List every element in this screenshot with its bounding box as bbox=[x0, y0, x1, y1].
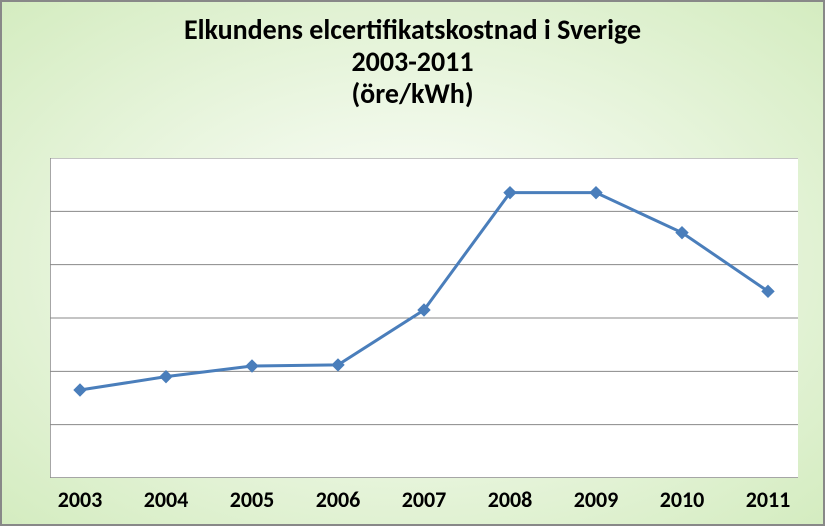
x-tick-label: 2010 bbox=[660, 486, 705, 513]
x-tick-label: 2005 bbox=[230, 486, 275, 513]
chart-title: Elkundens elcertifikatskostnad i Sverige… bbox=[2, 14, 823, 111]
x-tick-label: 2006 bbox=[316, 486, 361, 513]
plot-area bbox=[50, 158, 798, 478]
title-line-1: Elkundens elcertifikatskostnad i Sverige bbox=[2, 14, 823, 46]
title-line-3: (öre/kWh) bbox=[2, 78, 823, 110]
x-tick-label: 2004 bbox=[144, 486, 189, 513]
x-tick-label: 2003 bbox=[58, 486, 103, 513]
chart-container: Elkundens elcertifikatskostnad i Sverige… bbox=[0, 0, 825, 526]
x-tick-label: 2008 bbox=[488, 486, 533, 513]
x-tick-label: 2007 bbox=[402, 486, 447, 513]
title-line-2: 2003-2011 bbox=[2, 46, 823, 78]
x-tick-label: 2011 bbox=[746, 486, 791, 513]
x-tick-label: 2009 bbox=[574, 486, 619, 513]
plot-svg bbox=[50, 158, 798, 478]
